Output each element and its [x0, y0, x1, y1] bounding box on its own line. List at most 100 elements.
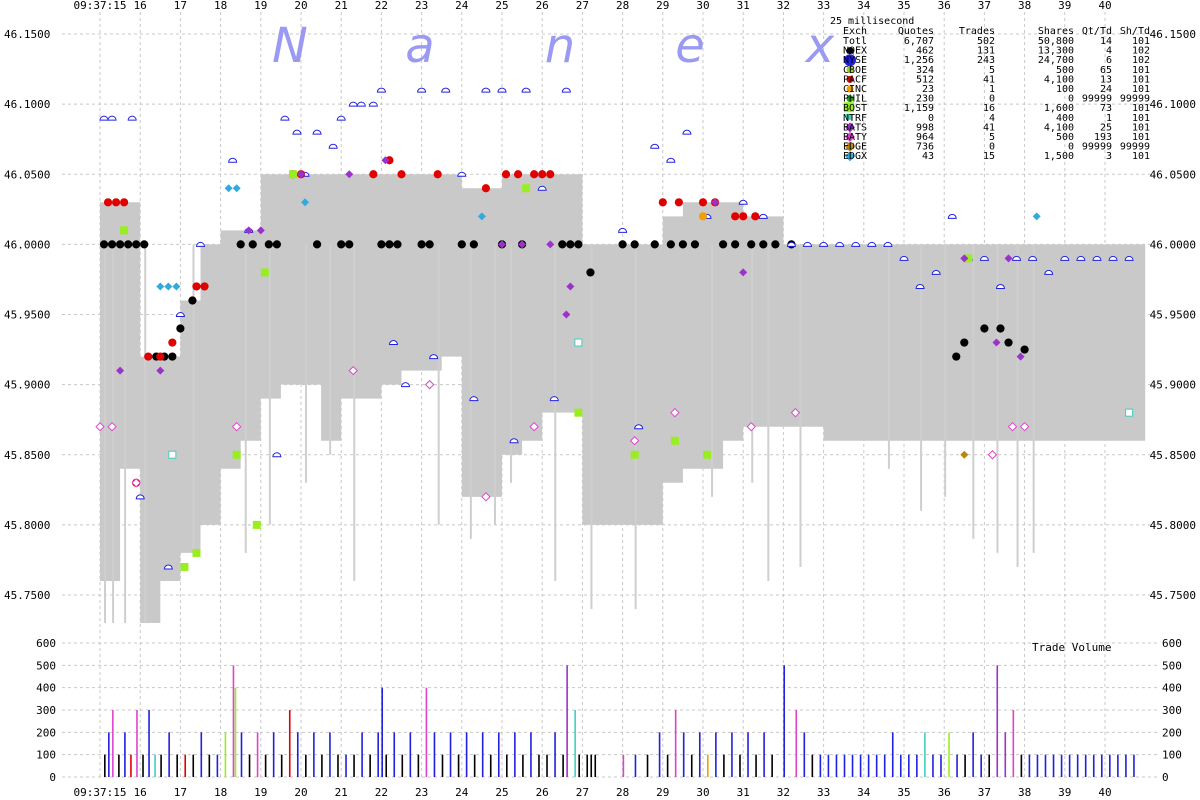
- nbbo-spike: [972, 244, 975, 539]
- quote-edgx: [172, 282, 181, 291]
- price-label-right: 45.9000: [1150, 379, 1196, 392]
- quote-nqex: [566, 240, 575, 249]
- time-label-bottom: 39: [1058, 786, 1071, 799]
- quote-nyse: [915, 283, 925, 289]
- quote-nyse: [1044, 269, 1054, 275]
- time-label-top: 17: [174, 0, 187, 12]
- quote-baty: [231, 421, 242, 432]
- quote-bats: [739, 268, 748, 277]
- nbbo-spike: [799, 244, 802, 567]
- legend-cell: 99999: [1082, 142, 1112, 153]
- quote-bats: [116, 366, 125, 375]
- legend-cell: 102: [1132, 46, 1150, 57]
- volume-label-left: 200: [36, 726, 56, 739]
- volume-bar: [1020, 754, 1023, 777]
- legend-cell: 230: [916, 94, 934, 105]
- nbbo-spike: [887, 244, 890, 469]
- quote-bats: [381, 156, 390, 165]
- volume-bar: [883, 754, 886, 777]
- volume-bar: [811, 754, 814, 777]
- volume-bar: [586, 754, 589, 777]
- quote-nqex: [272, 240, 281, 249]
- volume-bar: [562, 754, 564, 777]
- legend-cell: 5: [989, 132, 995, 143]
- volume-bar: [353, 754, 355, 777]
- quote-nyse: [1124, 255, 1134, 261]
- quote-pacf: [192, 282, 201, 291]
- legend-cell: 0: [1068, 94, 1074, 105]
- legend-cell: 101: [1132, 65, 1150, 76]
- volume-bar: [381, 687, 383, 777]
- quote-nqex: [377, 240, 386, 249]
- quote-baty: [670, 407, 680, 418]
- volume-bar: [964, 754, 966, 777]
- volume-bar: [795, 710, 798, 777]
- time-label-top: 39: [1058, 0, 1071, 12]
- volume-bar: [377, 732, 379, 777]
- quote-nyse: [537, 185, 547, 191]
- brand-letter: n: [545, 18, 575, 74]
- price-label-left: 45.7500: [4, 589, 50, 602]
- quote-pacf: [513, 170, 523, 179]
- quote-nyse: [328, 143, 338, 149]
- quote-nqex: [188, 296, 197, 305]
- legend-marker: [844, 54, 856, 67]
- volume-bar: [514, 732, 516, 777]
- brand-letter: x: [804, 18, 835, 74]
- time-label-top: 16: [134, 0, 147, 12]
- volume-bar: [136, 710, 138, 777]
- volume-label-right: 100: [1162, 749, 1182, 762]
- quote-nyse: [650, 143, 660, 149]
- legend-cell: 5: [989, 65, 995, 76]
- legend-cell: 50,800: [1038, 36, 1074, 47]
- quote-nqex: [469, 240, 478, 249]
- quote-nyse: [99, 115, 109, 121]
- legend-marker: [846, 113, 852, 120]
- quote-nqex: [731, 240, 740, 249]
- volume-bar: [932, 754, 934, 777]
- legend-cell: NYSE: [843, 55, 867, 66]
- quote-pacf: [739, 212, 748, 221]
- volume-bar: [240, 732, 243, 777]
- volume-bar: [891, 732, 894, 777]
- legend-cell: 500: [1056, 65, 1074, 76]
- legend-cell: CINC: [843, 84, 867, 95]
- time-label-bottom: 30: [696, 786, 709, 799]
- time-label-bottom: 23: [415, 786, 428, 799]
- quote-nqex: [236, 240, 245, 249]
- quote-nyse: [1012, 255, 1022, 261]
- volume-bar: [827, 754, 830, 777]
- legend-marker: [845, 132, 855, 142]
- volume-bar: [1044, 754, 1047, 777]
- nbbo-spike: [144, 244, 147, 624]
- quote-bost: [180, 562, 189, 571]
- price-label-right: 45.9500: [1150, 309, 1196, 322]
- quote-pacf: [200, 282, 209, 291]
- quote-nqex: [107, 240, 117, 249]
- volume-bar: [634, 754, 637, 777]
- legend-cell: 102: [1132, 55, 1150, 66]
- quote-bats: [1004, 254, 1013, 263]
- time-label-bottom: 35: [897, 786, 910, 799]
- quote-nqex: [771, 240, 780, 249]
- nbbo-spike: [329, 244, 332, 455]
- time-label-top: 28: [616, 0, 629, 12]
- volume-bar: [1100, 754, 1103, 777]
- quote-nyse: [682, 129, 692, 135]
- volume-bar: [755, 754, 757, 777]
- time-label-top: 34: [857, 0, 871, 12]
- quote-pacf: [433, 170, 442, 179]
- legend-marker: [846, 47, 854, 55]
- volume-bar: [329, 732, 331, 777]
- legend-cell: 1,600: [1044, 103, 1074, 114]
- quote-pacf: [698, 198, 708, 207]
- volume-bar: [296, 732, 299, 777]
- volume-bar: [506, 754, 508, 777]
- legend-cell: 0: [989, 94, 995, 105]
- quote-bats: [156, 366, 165, 375]
- volume-bar: [337, 754, 339, 777]
- quote-nyse: [803, 241, 813, 247]
- quote-nyse: [979, 255, 989, 261]
- quote-nqex: [140, 240, 149, 249]
- quote-pacf: [658, 198, 667, 207]
